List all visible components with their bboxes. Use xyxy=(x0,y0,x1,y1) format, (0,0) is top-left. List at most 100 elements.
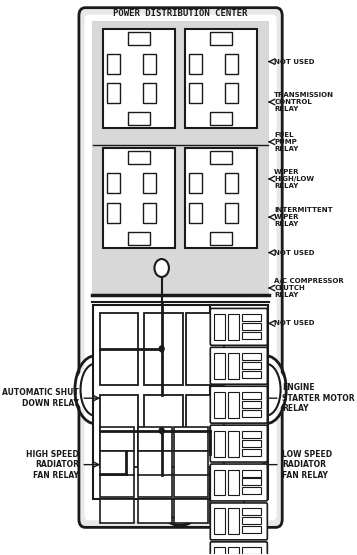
Bar xyxy=(214,547,225,555)
Bar xyxy=(210,152,232,164)
Bar xyxy=(137,500,172,523)
Text: HIGH SPEED
RADIATOR
FAN RELAY: HIGH SPEED RADIATOR FAN RELAY xyxy=(26,450,79,480)
Wedge shape xyxy=(266,365,286,415)
Bar xyxy=(214,314,225,340)
Bar xyxy=(186,395,224,467)
Bar xyxy=(214,431,225,457)
Bar xyxy=(103,29,175,128)
Bar xyxy=(100,313,139,385)
Bar xyxy=(100,451,134,475)
Bar xyxy=(189,173,202,193)
Bar xyxy=(128,113,150,125)
Wedge shape xyxy=(75,365,95,415)
Bar xyxy=(107,173,120,193)
Text: NOT USED: NOT USED xyxy=(274,250,315,256)
Bar xyxy=(227,547,239,555)
Bar xyxy=(128,232,150,245)
Bar xyxy=(242,392,261,398)
Bar xyxy=(242,332,261,339)
FancyBboxPatch shape xyxy=(210,503,267,540)
Bar xyxy=(137,473,172,497)
Bar xyxy=(100,427,134,451)
Bar xyxy=(100,500,134,523)
Bar xyxy=(186,313,224,385)
Text: A/C COMPRESSOR
CLUTCH
RELAY: A/C COMPRESSOR CLUTCH RELAY xyxy=(274,278,344,298)
Bar xyxy=(227,470,239,496)
Bar xyxy=(210,232,232,245)
Circle shape xyxy=(159,427,164,433)
Bar xyxy=(128,32,150,44)
Bar xyxy=(174,473,208,497)
Bar xyxy=(210,427,245,451)
Bar xyxy=(242,448,261,456)
Bar xyxy=(242,440,261,447)
Bar xyxy=(210,473,245,497)
Bar xyxy=(189,83,202,103)
Bar xyxy=(94,305,240,500)
Bar xyxy=(242,410,261,417)
FancyBboxPatch shape xyxy=(79,8,282,527)
Bar xyxy=(242,371,261,378)
Text: WIPER
HIGH/LOW
RELAY: WIPER HIGH/LOW RELAY xyxy=(274,169,314,189)
FancyBboxPatch shape xyxy=(210,347,267,384)
Bar xyxy=(214,392,225,418)
Text: TRANSMISSION
CONTROL
RELAY: TRANSMISSION CONTROL RELAY xyxy=(274,92,334,112)
Bar xyxy=(107,83,120,103)
Circle shape xyxy=(155,259,169,277)
Bar xyxy=(185,29,257,128)
Text: FUEL
PUMP
RELAY: FUEL PUMP RELAY xyxy=(274,132,298,152)
Bar xyxy=(100,473,134,497)
Bar xyxy=(189,203,202,223)
Bar xyxy=(210,113,232,125)
Bar xyxy=(143,173,156,193)
FancyBboxPatch shape xyxy=(210,386,267,423)
Bar xyxy=(225,203,238,223)
Bar xyxy=(143,203,156,223)
Bar xyxy=(214,353,225,379)
Bar xyxy=(137,427,172,451)
Bar xyxy=(92,21,269,295)
Bar xyxy=(225,173,238,193)
Bar xyxy=(100,395,139,467)
Bar xyxy=(242,323,261,330)
Bar xyxy=(242,517,261,524)
Bar xyxy=(242,547,261,554)
Bar xyxy=(143,83,156,103)
Bar xyxy=(242,478,261,486)
Bar xyxy=(214,508,225,534)
Bar xyxy=(227,314,239,340)
Bar xyxy=(174,427,208,451)
Bar xyxy=(242,526,261,533)
Bar xyxy=(144,313,182,385)
Circle shape xyxy=(159,346,164,352)
Bar xyxy=(214,470,225,496)
Bar xyxy=(174,451,208,475)
Bar xyxy=(143,54,156,73)
Bar xyxy=(144,395,182,467)
Bar xyxy=(185,148,257,248)
FancyBboxPatch shape xyxy=(210,309,267,345)
Text: NOT USED: NOT USED xyxy=(274,320,315,326)
Bar xyxy=(128,152,150,164)
Bar xyxy=(242,470,261,477)
Bar xyxy=(242,362,261,369)
Bar xyxy=(225,54,238,73)
Bar xyxy=(107,203,120,223)
FancyBboxPatch shape xyxy=(85,14,277,521)
Bar xyxy=(227,508,239,534)
Bar xyxy=(210,500,245,523)
Text: LOW SPEED
RADIATOR
FAN RELAY: LOW SPEED RADIATOR FAN RELAY xyxy=(282,450,332,480)
Bar xyxy=(174,500,208,523)
Bar xyxy=(103,148,175,248)
FancyBboxPatch shape xyxy=(210,464,267,501)
Bar xyxy=(189,54,202,73)
Text: AUTOMATIC SHUT
DOWN RELAY: AUTOMATIC SHUT DOWN RELAY xyxy=(2,388,79,408)
Bar xyxy=(227,353,239,379)
Bar xyxy=(137,451,172,475)
Bar xyxy=(210,305,268,500)
Bar xyxy=(242,508,261,516)
Bar xyxy=(242,353,261,360)
Bar xyxy=(242,487,261,495)
Bar xyxy=(227,392,239,418)
Bar xyxy=(242,314,261,321)
